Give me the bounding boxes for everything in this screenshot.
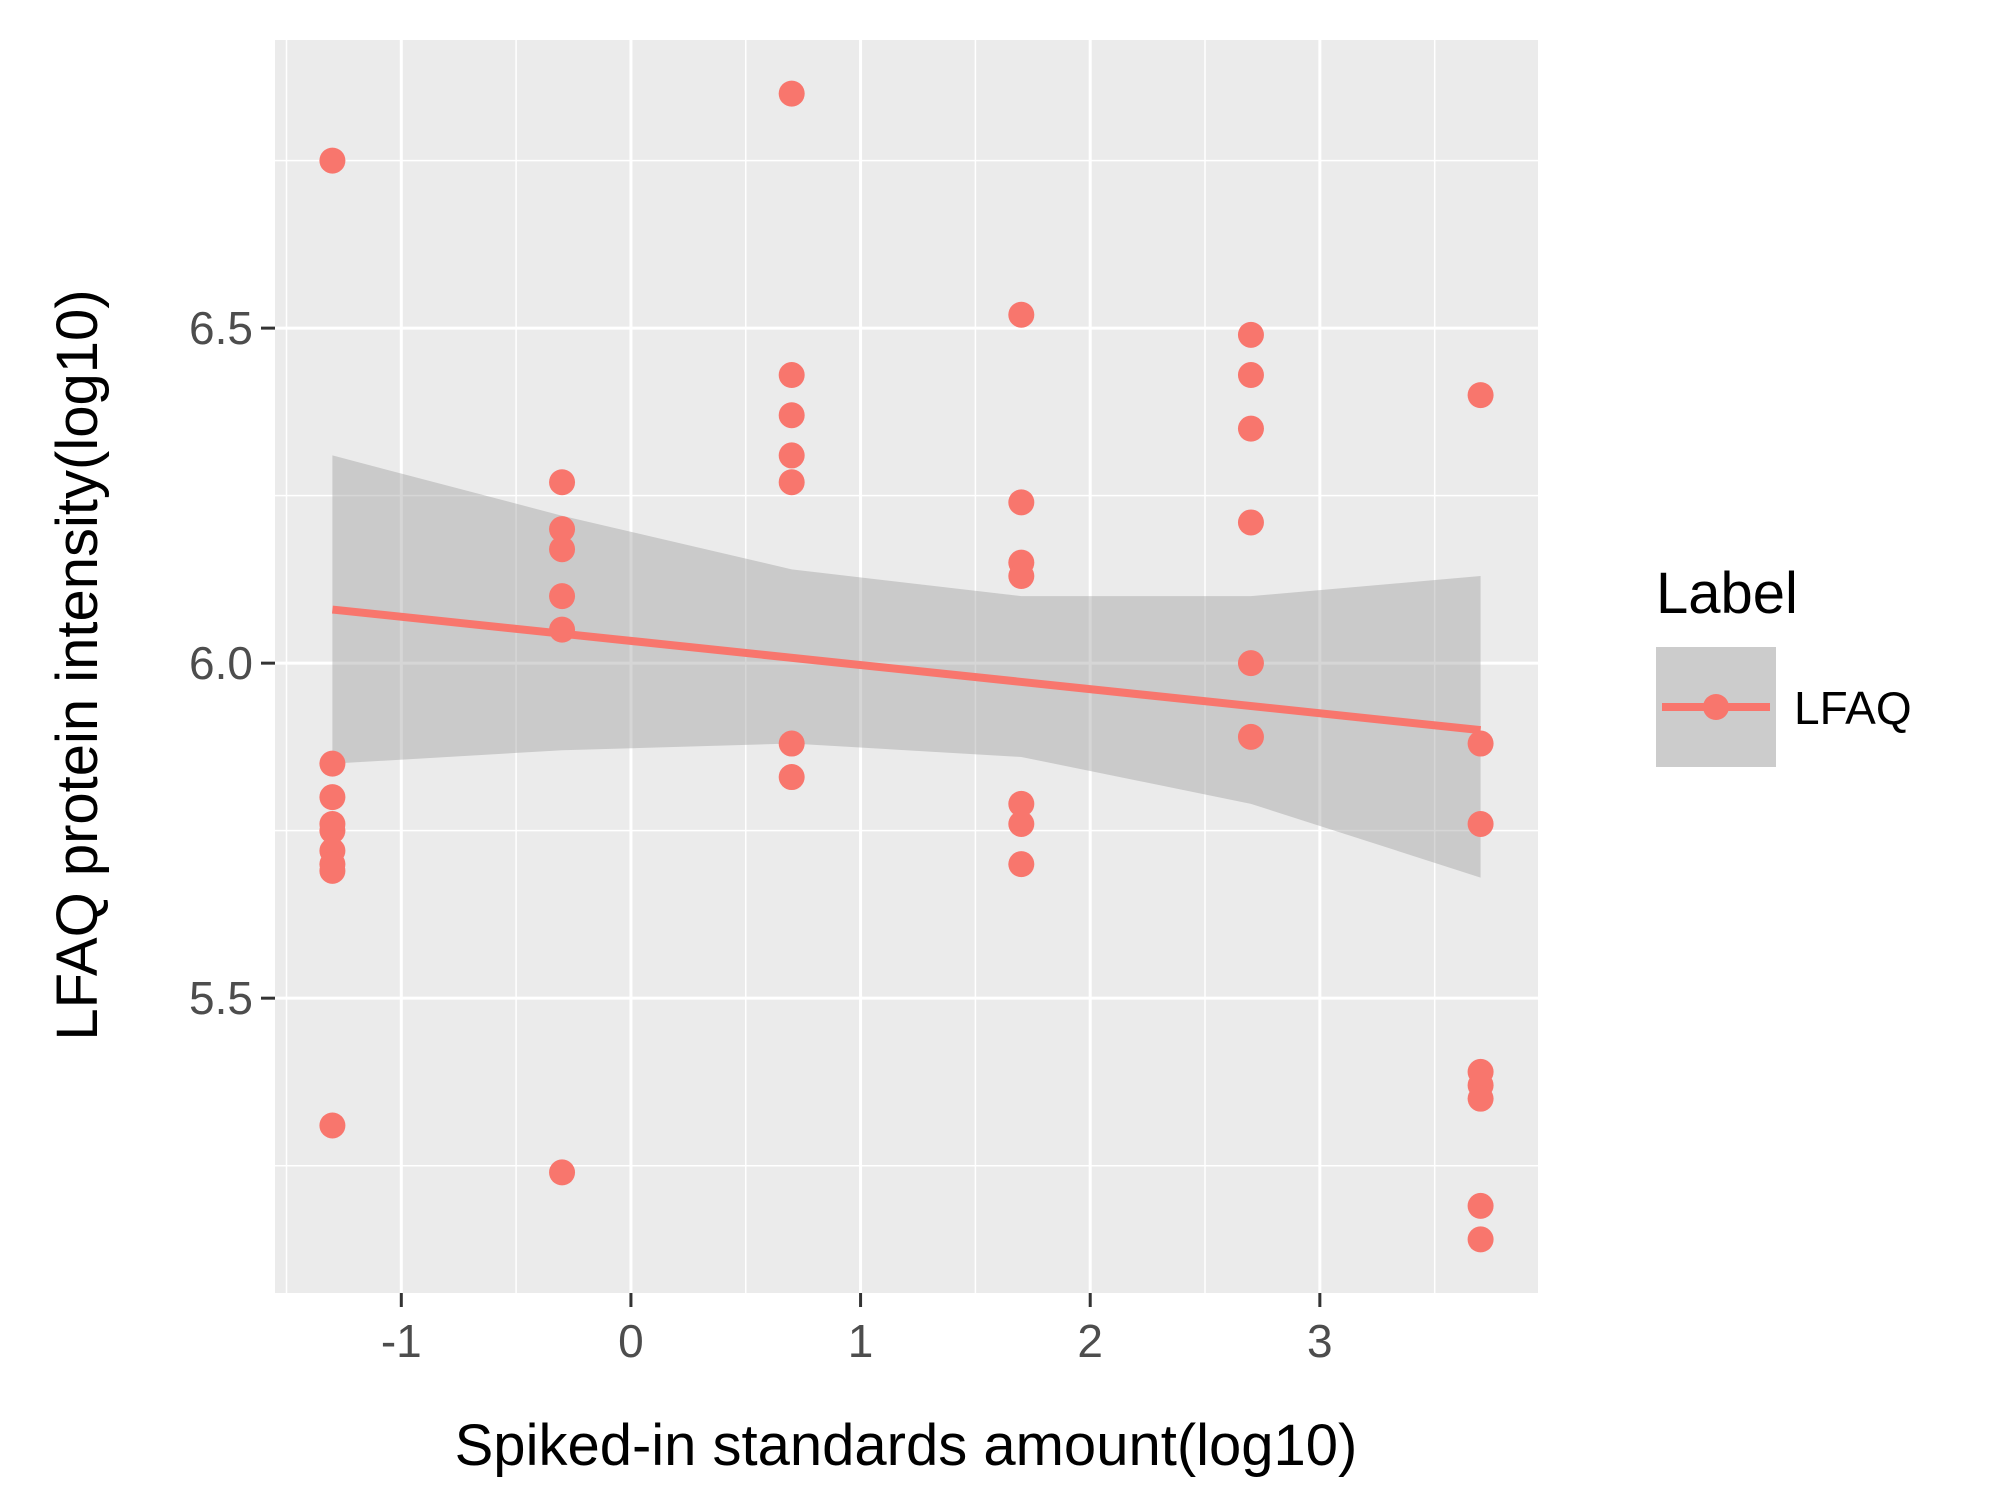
- axes-layer: -1 0 1 2 3 5.5 6.0 6.5: [189, 302, 1333, 1367]
- data-point: [1008, 851, 1035, 878]
- major-gridlines: [275, 40, 1538, 1293]
- data-point: [778, 730, 805, 757]
- data-point: [1467, 1085, 1494, 1112]
- legend-label-lfaq: LFAQ: [1794, 682, 1912, 734]
- x-axis-title: Spiked-in standards amount(log10): [455, 1413, 1358, 1478]
- x-tick-label: 0: [618, 1315, 644, 1367]
- data-point: [1237, 415, 1264, 442]
- data-point: [319, 147, 346, 174]
- legend-title: Label: [1656, 561, 1798, 626]
- data-point: [1467, 810, 1494, 837]
- data-point: [1467, 382, 1494, 409]
- legend: Label LFAQ: [1656, 561, 1912, 767]
- data-point: [778, 362, 805, 389]
- data-point: [549, 516, 576, 543]
- data-point: [549, 536, 576, 563]
- data-point: [778, 442, 805, 469]
- data-point: [1008, 489, 1035, 516]
- data-point: [319, 1112, 346, 1139]
- y-tick-label: 6.5: [189, 302, 253, 354]
- data-point: [549, 1159, 576, 1186]
- x-tick-label: -1: [381, 1315, 422, 1367]
- data-point: [778, 764, 805, 791]
- data-point: [1237, 723, 1264, 750]
- data-point: [1008, 790, 1035, 817]
- data-point: [1008, 301, 1035, 328]
- data-point: [319, 817, 346, 844]
- minor-gridlines: [275, 40, 1538, 1293]
- data-points-layer: [319, 80, 1494, 1253]
- data-point: [319, 857, 346, 884]
- data-point: [1467, 1192, 1494, 1219]
- y-axis-title: LFAQ protein intensity(log10): [45, 289, 110, 1040]
- data-point: [1467, 730, 1494, 757]
- data-point: [778, 402, 805, 429]
- data-point: [1008, 563, 1035, 590]
- data-point: [319, 784, 346, 811]
- regression-layer: [331, 605, 1482, 735]
- y-tick-label: 5.5: [189, 972, 253, 1024]
- data-point: [549, 469, 576, 496]
- data-point: [1237, 362, 1264, 389]
- regression-line: [331, 605, 1482, 735]
- data-point: [549, 583, 576, 610]
- x-tick-label: 3: [1307, 1315, 1333, 1367]
- data-point: [1008, 810, 1035, 837]
- data-point: [1237, 321, 1264, 348]
- x-tick-label: 2: [1077, 1315, 1103, 1367]
- legend-key-point: [1703, 694, 1729, 720]
- data-point: [319, 750, 346, 777]
- data-point: [1237, 509, 1264, 536]
- data-point: [1237, 650, 1264, 677]
- data-point: [778, 80, 805, 107]
- x-tick-label: 1: [848, 1315, 874, 1367]
- data-point: [1467, 1226, 1494, 1253]
- data-point: [778, 469, 805, 496]
- y-tick-label: 6.0: [189, 637, 253, 689]
